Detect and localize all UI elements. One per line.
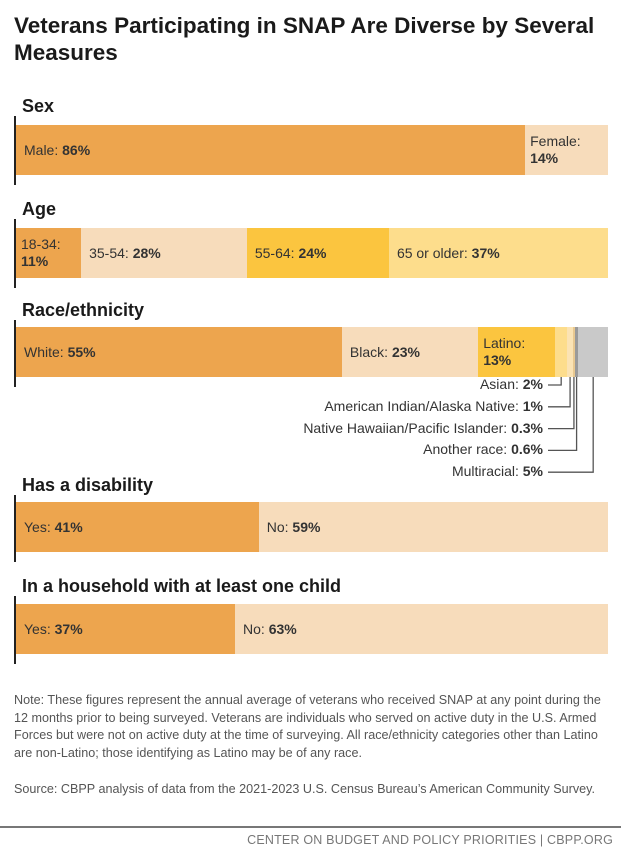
bar-segment: Male: 86% — [16, 125, 526, 175]
segment-value: 14% — [530, 150, 559, 166]
axis-line — [14, 495, 16, 562]
callout-label: American Indian/Alaska Native: 1% — [324, 398, 543, 414]
segment-value: 41% — [54, 518, 83, 535]
axis-line — [14, 596, 16, 664]
source-text: Source: CBPP analysis of data from the 2… — [14, 782, 595, 796]
callout-leader-line — [548, 377, 575, 430]
callout-label: Asian: 2% — [480, 376, 543, 392]
callout-leader-line — [548, 377, 594, 473]
segment-value: 59% — [292, 518, 321, 535]
segment-label: Another race: — [423, 441, 512, 458]
panel-title: Has a disability — [22, 475, 154, 495]
segment-value: 23% — [391, 343, 420, 360]
panel-title: Sex — [22, 96, 55, 116]
bar-segment — [567, 327, 573, 377]
segment-value: 0.3% — [511, 419, 543, 436]
segment-label: Multiracial: — [451, 463, 523, 480]
stacked-bar: Yes: 37% No: 63% — [16, 604, 608, 654]
segment-label: 35-54: — [89, 244, 133, 261]
bar-segment: Yes: 41% — [16, 502, 259, 552]
segment-value: 37% — [471, 244, 500, 261]
segment-value: 0.6% — [511, 441, 543, 458]
bar-segment: 55-64: 24% — [246, 228, 389, 278]
bar-segment: 65 or older: 37% — [388, 228, 608, 278]
bar-segment — [555, 327, 568, 377]
axis-line — [14, 219, 16, 288]
segment-value: 13% — [483, 352, 512, 368]
segment-label: Yes: — [24, 620, 55, 637]
bar-segment: Yes: 37% — [16, 604, 236, 654]
bar-segment: Female: 14% — [525, 125, 608, 175]
bar-segment — [573, 327, 575, 377]
segment-label: Yes: — [24, 518, 55, 535]
segment-value: 55% — [67, 343, 96, 360]
bar-segment — [574, 327, 579, 377]
callout-label: Another race: 0.6% — [423, 441, 543, 457]
segment-label: No: — [266, 518, 293, 535]
callout-label: Multiracial: 5% — [452, 463, 543, 479]
panel-title: Age — [22, 199, 57, 219]
stacked-bar: Yes: 41% No: 59% — [16, 502, 608, 552]
segment-label: Female: — [530, 133, 581, 149]
bar-segment: No: 59% — [258, 502, 608, 552]
callout-leader-line — [548, 377, 562, 386]
segment-label: Black: — [349, 343, 392, 360]
bar-segment — [578, 327, 608, 377]
segment-label: Latino: — [483, 335, 526, 351]
callout-label: Native Hawaiian/Pacific Islander: 0.3% — [303, 420, 543, 436]
segment-value: 11% — [21, 253, 49, 269]
segment-label: Native Hawaiian/Pacific Islander: — [303, 419, 512, 436]
segment-label: American Indian/Alaska Native: — [324, 397, 523, 414]
segment-label: Male: — [24, 141, 63, 158]
axis-line — [14, 116, 16, 185]
bar-segment: Black: 23% — [341, 327, 479, 377]
segment-label: 55-64: — [254, 244, 299, 261]
segment-value: 5% — [522, 463, 543, 480]
bar-segment: No: 63% — [235, 604, 608, 654]
callout-leader-line — [548, 377, 578, 452]
note-text: Note: These figures represent the annual… — [14, 693, 601, 760]
segment-value: 2% — [522, 376, 543, 392]
footer-text: CENTER ON BUDGET AND POLICY PRIORITIES |… — [247, 833, 613, 847]
bar-segment: White: 55% — [16, 327, 342, 377]
chart-title: Veterans Participating in SNAP Are Diver… — [14, 13, 595, 65]
segment-label: 18-34: — [21, 236, 61, 252]
segment-value: 37% — [54, 620, 83, 637]
stacked-bar: White: 55% Black: 23% Latino: 13% — [16, 327, 608, 377]
bar-segment: Latino: 13% — [478, 327, 556, 377]
segment-value: 28% — [132, 244, 161, 261]
callout-leader-line — [548, 377, 571, 408]
bar-segment: 35-54: 28% — [81, 228, 247, 278]
stacked-bar: Male: 86% Female: 14% — [16, 125, 608, 175]
segment-label: 65 or older: — [396, 244, 472, 261]
panel-title: In a household with at least one child — [22, 576, 342, 596]
bar-segment: 18-34: 11% — [16, 228, 82, 278]
segment-value: 63% — [268, 620, 297, 637]
segment-label: No: — [243, 620, 269, 637]
segment-label: Asian: — [479, 376, 523, 392]
stacked-bar: 18-34: 11% 35-54: 28% 55-64: 24% 65 or olde… — [16, 228, 608, 278]
segment-value: 1% — [522, 397, 543, 414]
segment-value: 86% — [62, 141, 91, 158]
footer-divider — [0, 826, 621, 828]
axis-line — [14, 320, 16, 387]
segment-label: White: — [24, 343, 68, 360]
segment-value: 24% — [298, 244, 327, 261]
panel-title: Race/ethnicity — [22, 300, 145, 320]
